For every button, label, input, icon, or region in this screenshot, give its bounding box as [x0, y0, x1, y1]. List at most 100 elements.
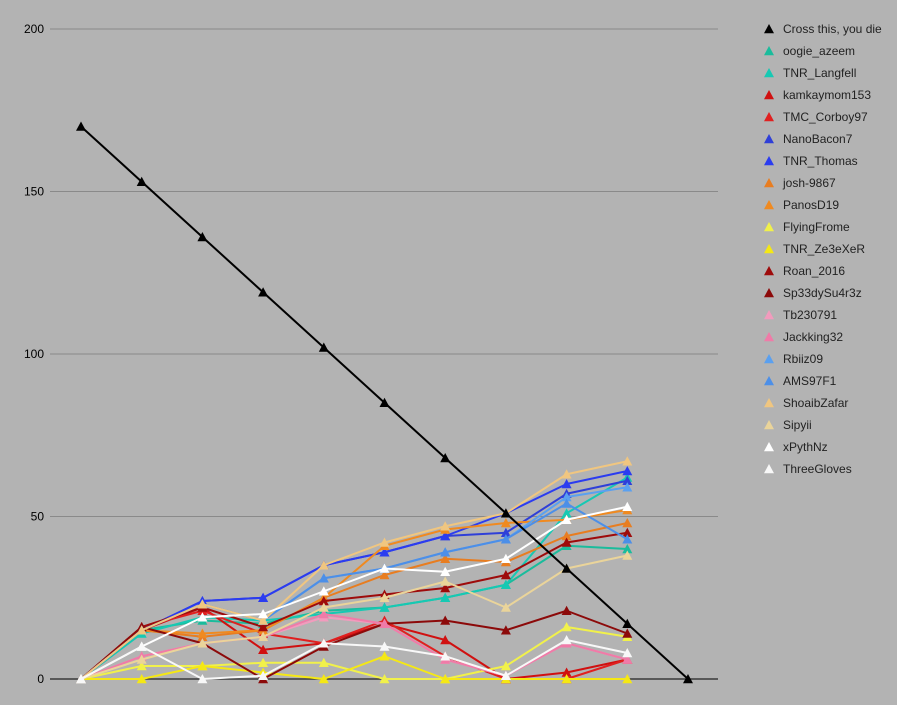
series-line	[80, 626, 628, 680]
legend-label: Sp33dySu4r3z	[783, 286, 862, 300]
data-point	[318, 657, 329, 667]
data-point	[500, 625, 511, 635]
legend: Cross this, you die oogie_azeem TNR_Langfe…	[764, 22, 882, 476]
data-point	[136, 661, 147, 671]
legend-marker	[764, 134, 774, 144]
data-point	[622, 544, 633, 554]
data-point	[440, 566, 451, 576]
series-0	[76, 121, 693, 684]
data-point	[500, 518, 511, 528]
legend-marker	[764, 442, 774, 452]
data-point	[318, 596, 329, 606]
legend-item: Tb230791	[764, 308, 837, 322]
data-point	[258, 631, 269, 641]
legend-item: Roan_2016	[764, 264, 845, 278]
data-point	[197, 612, 208, 622]
data-point	[136, 674, 147, 684]
legend-marker	[764, 112, 774, 122]
data-point	[622, 475, 633, 485]
y-tick-label: 100	[24, 347, 44, 361]
data-point	[500, 570, 511, 580]
data-point	[318, 560, 329, 570]
legend-item: TNR_Ze3eXeR	[764, 242, 865, 256]
data-point	[379, 651, 390, 661]
series-1	[76, 540, 633, 684]
legend-item: Sp33dySu4r3z	[764, 286, 862, 300]
data-point	[197, 628, 208, 638]
series-line	[80, 613, 628, 680]
data-point	[379, 563, 390, 573]
data-point	[440, 635, 451, 645]
legend-label: FlyingFrome	[783, 220, 850, 234]
data-point	[318, 342, 329, 352]
data-point	[258, 622, 269, 632]
data-point	[561, 531, 572, 541]
legend-label: TNR_Thomas	[783, 154, 858, 168]
gridlines	[50, 28, 718, 680]
data-point	[197, 232, 208, 242]
legend-label: PanosD19	[783, 198, 839, 212]
legend-item: ShoaibZafar	[764, 396, 848, 410]
data-point	[318, 638, 329, 648]
data-point	[379, 537, 390, 547]
series-line	[80, 639, 628, 680]
legend-label: NanoBacon7	[783, 132, 853, 146]
legend-marker	[764, 398, 774, 408]
data-point	[622, 466, 633, 476]
data-point	[318, 674, 329, 684]
y-tick-label: 150	[24, 185, 44, 199]
legend-marker	[764, 266, 774, 276]
legend-label: TMC_Corboy97	[783, 110, 868, 124]
legend-label: Tb230791	[783, 308, 837, 322]
data-point	[258, 615, 269, 625]
legend-label: josh-9867	[782, 176, 836, 190]
data-point	[136, 176, 147, 186]
data-point	[561, 635, 572, 645]
data-point	[440, 521, 451, 531]
series-line	[80, 544, 628, 680]
legend-marker	[764, 332, 774, 342]
legend-item: PanosD19	[764, 198, 839, 212]
data-point	[318, 573, 329, 583]
data-point	[561, 622, 572, 632]
data-point	[136, 625, 147, 635]
data-point	[440, 615, 451, 625]
legend-marker	[764, 46, 774, 56]
data-point	[197, 599, 208, 609]
data-point	[561, 605, 572, 615]
data-point	[440, 592, 451, 602]
series-line	[80, 460, 628, 680]
data-point	[197, 661, 208, 671]
legend-item: NanoBacon7	[764, 132, 853, 146]
legend-label: AMS97F1	[783, 374, 837, 388]
data-point	[622, 674, 633, 684]
legend-marker	[764, 178, 774, 188]
series-line	[80, 522, 628, 680]
legend-marker	[764, 24, 774, 34]
data-point	[76, 121, 86, 131]
legend-marker	[764, 354, 774, 364]
data-point	[379, 397, 390, 407]
legend-marker	[764, 464, 774, 474]
data-point	[500, 661, 511, 671]
data-point	[258, 592, 269, 602]
legend-label: xPythNz	[783, 440, 828, 454]
legend-marker	[764, 288, 774, 298]
legend-item: Sipyii	[764, 418, 812, 432]
data-point	[500, 579, 511, 589]
data-point	[622, 456, 633, 466]
data-point	[561, 469, 572, 479]
y-tick-label: 200	[24, 22, 44, 36]
data-point	[440, 651, 451, 661]
data-point	[622, 518, 633, 528]
data-point	[379, 570, 390, 580]
data-point	[318, 609, 329, 619]
data-point	[622, 501, 633, 511]
legend-marker	[764, 200, 774, 210]
data-point	[500, 508, 511, 518]
data-point	[197, 674, 208, 684]
series-17	[76, 456, 633, 684]
legend-label: Sipyii	[783, 418, 812, 432]
legend-label: ShoaibZafar	[783, 396, 848, 410]
data-point	[622, 618, 633, 628]
